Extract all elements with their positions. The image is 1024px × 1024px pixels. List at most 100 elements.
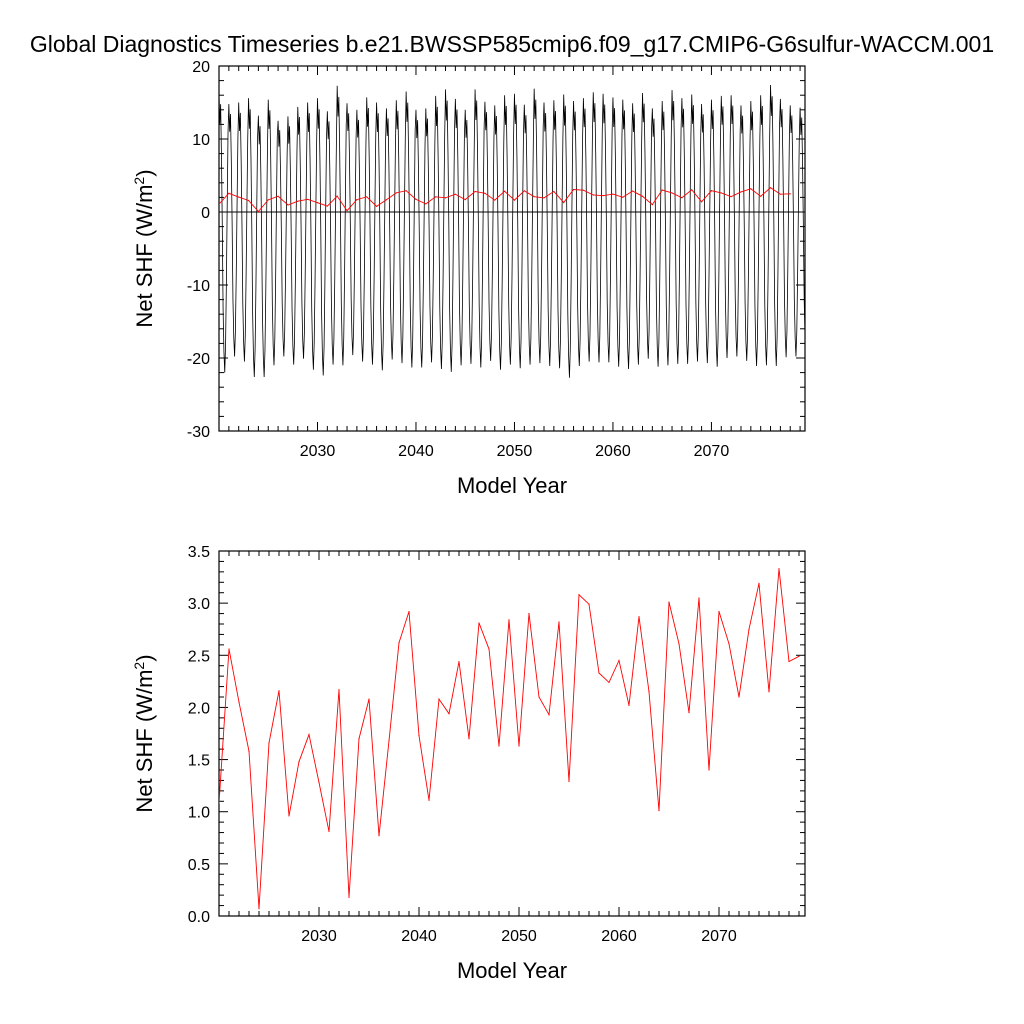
annual-mean-point	[538, 696, 540, 698]
annual-mean-point	[287, 204, 289, 206]
plot-frame	[218, 65, 806, 432]
annual-mean-point	[438, 698, 440, 700]
annual-mean-point	[548, 714, 550, 716]
annual-mean-point	[418, 734, 420, 737]
y-tick-label: 1.0	[188, 805, 210, 822]
plot-frame	[218, 550, 806, 917]
x-tick-label: 2070	[694, 443, 730, 460]
annual-mean-point	[356, 198, 358, 201]
annual-mean-point	[385, 199, 388, 201]
figure-title: Global Diagnostics Timeseries b.e21.BWSS…	[30, 31, 994, 57]
annual-mean-point	[543, 197, 545, 199]
plot-area	[219, 568, 800, 910]
annual-mean-point	[691, 189, 693, 191]
y-tick-label: -30	[187, 424, 210, 441]
annual-mean-point	[523, 190, 525, 192]
annual-mean-point	[336, 195, 338, 197]
annual-mean-point	[638, 616, 640, 618]
annual-mean-point	[435, 196, 437, 198]
annual-mean-point	[444, 197, 447, 199]
annual-mean-point	[768, 691, 770, 693]
annual-mean-point	[258, 908, 260, 910]
y-axis-label: Net SHF (W/m2)	[131, 654, 157, 812]
y-tick-label: -10	[187, 278, 210, 295]
annual-mean-point	[612, 193, 614, 195]
y-tick-label: -20	[187, 351, 210, 368]
y-tick-label: 0.0	[188, 909, 210, 926]
annual-mean-point	[668, 601, 670, 603]
annual-mean-point	[268, 742, 270, 744]
annual-mean-point	[688, 712, 690, 714]
annual-mean-point	[671, 192, 673, 194]
annual-mean-point	[378, 835, 380, 837]
annual-mean-point	[588, 603, 590, 605]
annual-mean-point	[464, 198, 466, 201]
y-tick-label: 3.5	[188, 544, 210, 561]
annual-mean-point	[277, 195, 279, 197]
y-axis-label-close: )	[132, 654, 157, 661]
annual-mean-point	[708, 769, 710, 771]
annual-mean-point	[288, 815, 290, 817]
annual-mean-point	[458, 660, 460, 663]
annual-mean-point	[428, 799, 430, 801]
y-axis-label: Net SHF (W/m2)	[131, 169, 157, 327]
annual-mean-point	[415, 198, 417, 200]
annual-mean-point	[247, 199, 250, 202]
y-axis-label-text: Net SHF (W/m	[132, 670, 157, 813]
y-tick-label: 2.0	[188, 700, 210, 717]
annual-mean-point	[750, 188, 752, 190]
annual-mean-point	[740, 191, 742, 193]
annual-mean-point	[348, 896, 350, 898]
annual-mean-point	[681, 197, 683, 199]
x-axis-label: Model Year	[457, 473, 567, 498]
annual-mean-point	[498, 745, 500, 747]
annual-mean-point	[533, 196, 535, 198]
annual-mean-point	[494, 199, 496, 201]
annual-mean-point	[622, 196, 624, 198]
annual-mean-point	[578, 594, 580, 596]
annual-mean-point	[628, 704, 630, 706]
annual-mean-point	[760, 195, 762, 197]
annual-mean-point	[728, 643, 730, 645]
annual-mean-point	[738, 696, 740, 698]
annual-mean-point	[698, 597, 700, 599]
annual-mean-point	[219, 802, 220, 804]
annual-mean-point	[228, 192, 230, 194]
annual-mean-point	[513, 199, 516, 201]
annual-mean-point	[425, 203, 427, 205]
annual-mean-point	[641, 195, 644, 197]
annual-mean-point	[398, 642, 400, 644]
annual-mean-point	[602, 195, 604, 197]
annual-mean-point	[238, 196, 240, 198]
y-axis-label-text: Net SHF (W/m	[132, 185, 157, 328]
annual-mean-point	[488, 648, 490, 650]
annual-mean-point	[248, 750, 250, 752]
annual-mean-point	[748, 628, 750, 630]
annual-mean-point	[298, 761, 300, 763]
annual-mean-point	[700, 201, 703, 203]
y-axis-label-superscript: 2	[131, 662, 147, 670]
annual-mean-point	[718, 610, 720, 613]
y-tick-label: 20	[192, 59, 210, 76]
annual-mean-point	[257, 210, 259, 213]
annual-mean-point	[779, 193, 781, 195]
y-tick-label: 10	[192, 132, 210, 149]
bottom-panel: 0.0 0.5 1.0 1.5 2.0 2.5 3.0 3.5 2030 2040 2050 2060…	[131, 544, 806, 983]
annual-mean-point	[572, 188, 575, 191]
annual-mean-point	[308, 733, 310, 736]
annual-mean-point	[346, 210, 348, 212]
annual-mean-point	[307, 198, 309, 200]
annual-mean-point	[504, 190, 506, 192]
annual-mean-point	[528, 612, 530, 615]
annual-mean-point	[468, 738, 470, 740]
annual-mean-point	[228, 648, 230, 650]
annual-mean-point	[568, 780, 570, 783]
annual-mean-point	[658, 810, 660, 812]
plot-area	[219, 84, 805, 378]
annual-mean-point	[592, 194, 594, 196]
annual-mean-point	[618, 659, 620, 662]
annual-mean-point	[558, 621, 560, 623]
annual-mean-point	[267, 199, 269, 201]
annual-mean-point	[582, 189, 585, 191]
